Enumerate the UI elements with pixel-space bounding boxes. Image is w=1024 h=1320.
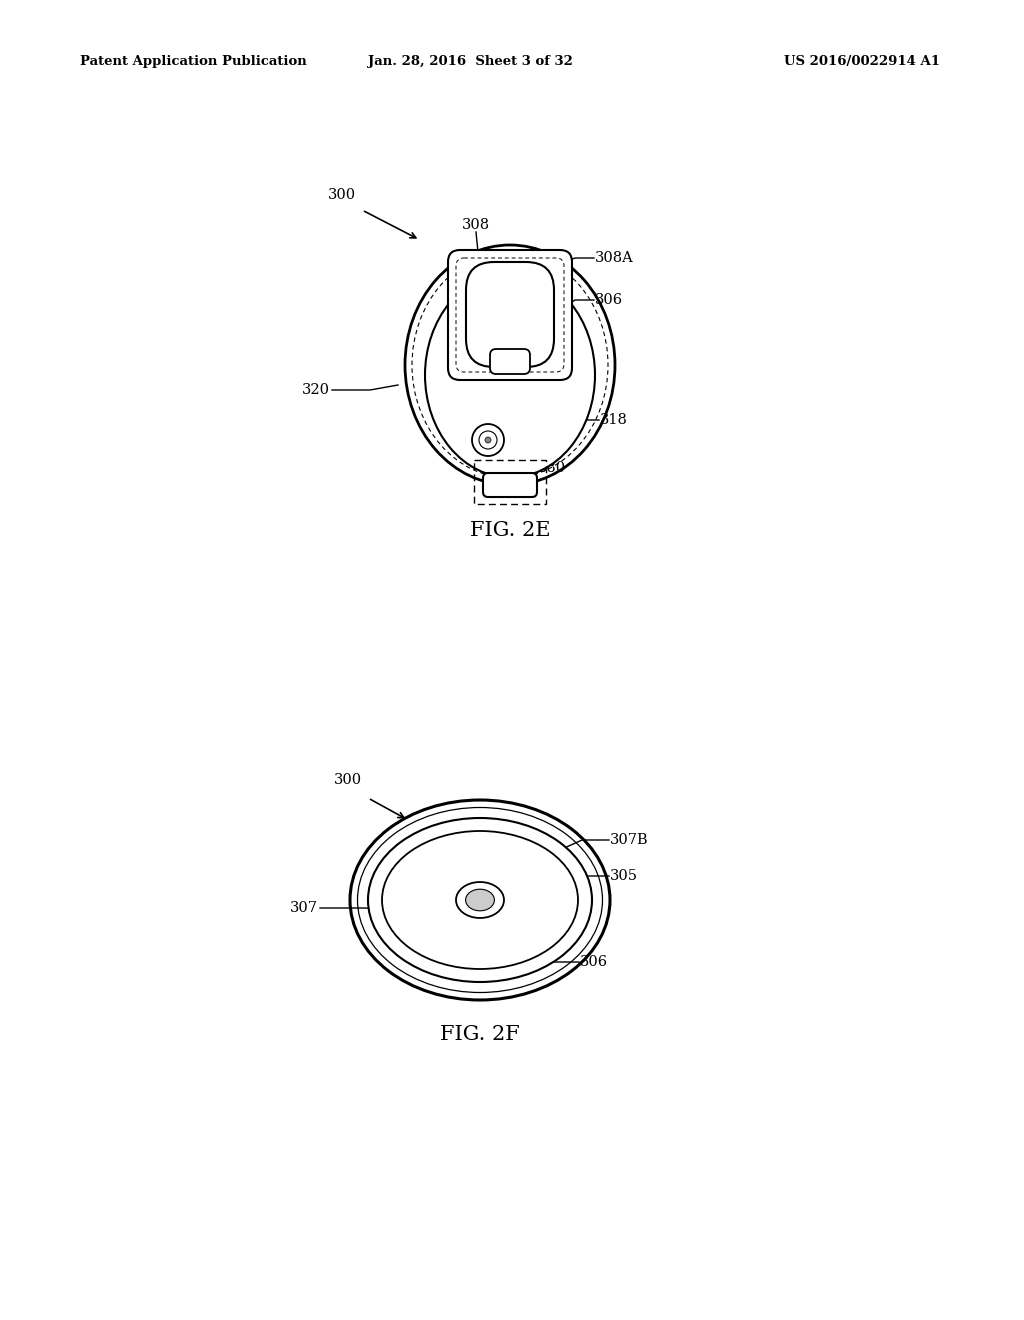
Ellipse shape (350, 800, 610, 1001)
Text: 308: 308 (462, 218, 490, 232)
FancyBboxPatch shape (483, 473, 537, 498)
Ellipse shape (406, 246, 615, 484)
Text: Patent Application Publication: Patent Application Publication (80, 55, 307, 69)
Text: FIG. 2E: FIG. 2E (470, 520, 550, 540)
Ellipse shape (425, 272, 595, 478)
Text: 305: 305 (610, 869, 638, 883)
Circle shape (485, 437, 490, 444)
FancyBboxPatch shape (466, 261, 554, 367)
Circle shape (479, 432, 497, 449)
Ellipse shape (382, 832, 578, 969)
Text: 307B: 307B (610, 833, 648, 847)
Text: FIG. 2F: FIG. 2F (440, 1026, 520, 1044)
Text: 300: 300 (334, 774, 362, 787)
Text: 300: 300 (328, 187, 356, 202)
FancyBboxPatch shape (490, 348, 530, 374)
Ellipse shape (368, 818, 592, 982)
Text: 308A: 308A (595, 251, 634, 265)
Text: 307: 307 (290, 902, 318, 915)
Circle shape (472, 424, 504, 455)
Ellipse shape (466, 890, 495, 911)
Text: 306: 306 (595, 293, 624, 308)
Text: 306: 306 (580, 954, 608, 969)
Text: US 2016/0022914 A1: US 2016/0022914 A1 (784, 55, 940, 69)
Text: Jan. 28, 2016  Sheet 3 of 32: Jan. 28, 2016 Sheet 3 of 32 (368, 55, 572, 69)
Ellipse shape (456, 882, 504, 917)
Bar (474, 459, 546, 504)
FancyBboxPatch shape (449, 249, 572, 380)
Text: 318: 318 (600, 413, 628, 426)
Text: 380: 380 (538, 461, 566, 475)
Text: 320: 320 (302, 383, 330, 397)
